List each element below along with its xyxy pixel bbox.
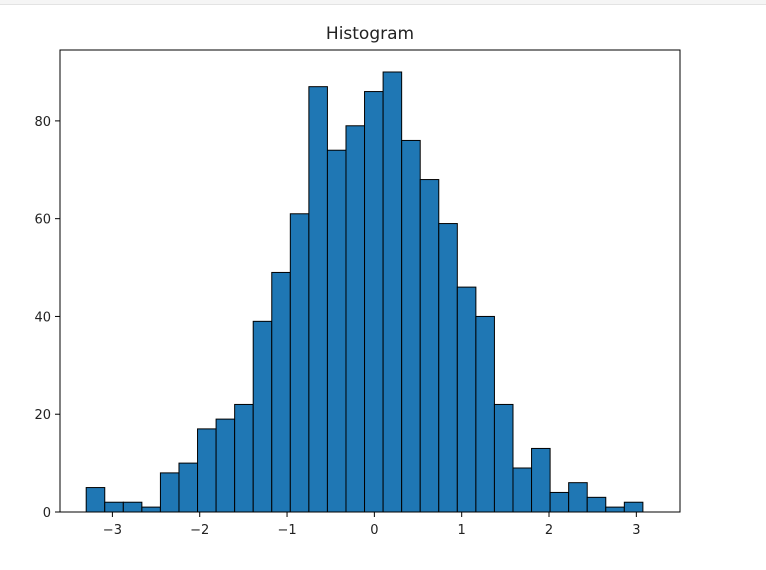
histogram-bar bbox=[512, 467, 533, 513]
histogram-bar bbox=[215, 418, 236, 513]
y-tick-label: 0 bbox=[43, 506, 51, 521]
histogram-bar bbox=[586, 496, 607, 513]
y-tick-label: 20 bbox=[34, 408, 51, 423]
histogram-bar bbox=[549, 491, 570, 513]
histogram-bar bbox=[382, 71, 403, 513]
chart-title: Histogram bbox=[326, 24, 414, 44]
y-tick-label: 60 bbox=[34, 213, 51, 228]
histogram-bar bbox=[104, 501, 124, 513]
x-tick-label: 0 bbox=[370, 523, 378, 538]
histogram-bar bbox=[364, 91, 384, 513]
histogram-bar bbox=[178, 462, 199, 513]
histogram-bar bbox=[475, 315, 495, 513]
histogram-bar bbox=[308, 86, 328, 513]
histogram-bar bbox=[345, 125, 366, 513]
histogram-bar bbox=[252, 320, 273, 513]
plot-frame bbox=[59, 49, 681, 513]
top-bar bbox=[0, 0, 766, 5]
histogram-bar bbox=[85, 487, 106, 513]
histogram-bar bbox=[289, 213, 310, 513]
x-tick-label: −1 bbox=[277, 523, 296, 538]
y-tick-label: 80 bbox=[34, 115, 51, 130]
x-axis: −3 −2 −1 0 1 2 3 bbox=[103, 512, 640, 538]
histogram-bar bbox=[493, 403, 514, 513]
histogram-bar bbox=[456, 286, 477, 513]
x-tick-label: −2 bbox=[190, 523, 209, 538]
histogram-bar bbox=[438, 223, 458, 513]
histogram-bar bbox=[159, 472, 180, 513]
histogram-bar bbox=[568, 482, 588, 513]
histogram-bar bbox=[326, 149, 347, 513]
histogram-bar bbox=[605, 506, 625, 513]
histogram-bar bbox=[623, 501, 644, 513]
x-tick-label: −3 bbox=[103, 523, 122, 538]
histogram-bar bbox=[122, 501, 143, 513]
y-axis: 0 20 40 60 80 bbox=[34, 115, 60, 521]
histogram-bar bbox=[234, 403, 254, 513]
histogram-bar bbox=[197, 428, 217, 513]
histogram-bar bbox=[419, 179, 440, 513]
histogram-bar bbox=[401, 139, 421, 513]
x-tick-label: 1 bbox=[458, 523, 466, 538]
histogram-bar bbox=[141, 506, 161, 513]
x-tick-label: 2 bbox=[545, 523, 553, 538]
y-tick-label: 40 bbox=[34, 310, 51, 325]
bars-group bbox=[85, 71, 644, 513]
histogram-bar bbox=[531, 447, 551, 513]
x-tick-label: 3 bbox=[632, 523, 640, 538]
histogram-bar bbox=[271, 271, 291, 513]
